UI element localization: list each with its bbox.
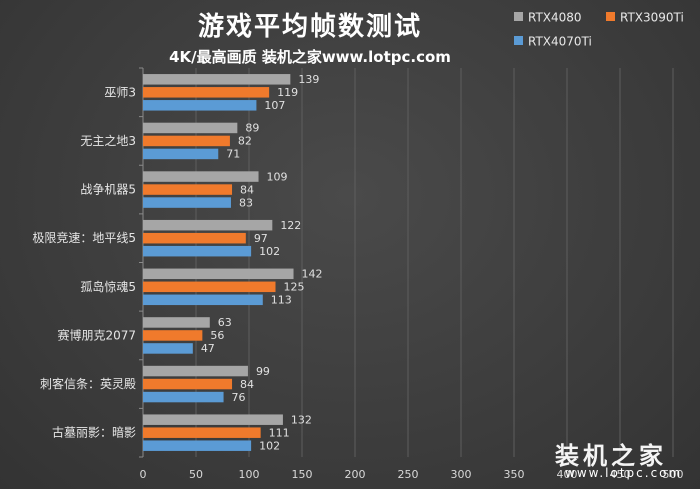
chart-legend: RTX4080 RTX3090Ti RTX4070Ti <box>510 10 700 60</box>
x-tick-label: 50 <box>189 468 203 481</box>
data-label: 76 <box>232 391 246 404</box>
bar-rtx4070ti <box>143 343 193 354</box>
bar-rtx3090ti <box>143 232 246 244</box>
x-tick-label: 250 <box>398 468 419 481</box>
bar-rtx4080 <box>143 317 210 328</box>
bar-rtx4070ti <box>143 100 257 111</box>
bar-rtx3090ti <box>143 184 233 195</box>
bar-rtx4080 <box>143 365 248 377</box>
data-label: 84 <box>240 183 254 196</box>
category-label: 无主之地3 <box>80 134 136 148</box>
data-label: 56 <box>210 329 224 342</box>
bar-rtx3090ti <box>143 378 233 390</box>
watermark-brand: 装机之家 <box>555 442 667 470</box>
chart-subtitle: 4K/最高画质 装机之家www.lotpc.com <box>169 48 451 66</box>
bar-rtx4070ti <box>143 148 219 160</box>
bar-rtx3090ti <box>143 330 203 341</box>
data-label: 113 <box>271 294 292 307</box>
bar-rtx3090ti <box>143 87 270 98</box>
x-tick-label: 350 <box>504 468 525 481</box>
data-label: 97 <box>254 232 268 245</box>
bar-rtx4070ti <box>143 245 252 257</box>
data-label: 139 <box>298 73 319 86</box>
x-tick-label: 150 <box>292 468 313 481</box>
data-label: 111 <box>269 426 290 439</box>
bar-rtx3090ti <box>143 135 230 147</box>
data-label: 102 <box>259 439 280 452</box>
watermark-url: www.lotpc.com <box>565 466 683 480</box>
data-label: 109 <box>267 170 288 183</box>
legend-label-rtx3090ti: RTX3090Ti <box>620 10 684 25</box>
data-label: 132 <box>291 413 312 426</box>
data-label: 99 <box>256 365 270 378</box>
data-label: 142 <box>302 268 323 281</box>
data-label: 125 <box>284 281 305 294</box>
bar-rtx4080 <box>143 171 259 182</box>
category-label: 战争机器5 <box>80 183 136 197</box>
bar-rtx4080 <box>143 122 238 134</box>
legend-item-rtx4080: RTX4080 <box>514 10 582 26</box>
x-tick-label: 200 <box>345 468 366 481</box>
bar-rtx4080 <box>143 219 273 231</box>
category-label: 古墓丽影：暗影 <box>52 425 136 440</box>
data-label: 83 <box>239 196 253 209</box>
x-tick-label: 450 <box>610 468 631 481</box>
category-label: 孤岛惊魂5 <box>80 279 136 294</box>
data-label: 82 <box>238 135 252 148</box>
category-label: 巫师3 <box>104 85 136 99</box>
data-label: 84 <box>240 378 254 391</box>
x-tick-label: 300 <box>451 468 472 481</box>
category-label: 极限竞速：地平线5 <box>32 231 136 245</box>
legend-swatch-rtx4070ti <box>514 36 523 45</box>
data-label: 63 <box>218 316 232 329</box>
legend-item-rtx3090ti: RTX3090Ti <box>606 10 684 26</box>
bar-rtx4070ti <box>143 391 224 403</box>
data-label: 71 <box>226 148 240 161</box>
legend-item-rtx4070ti: RTX4070Ti <box>514 34 592 50</box>
bar-rtx4080 <box>143 268 294 280</box>
bar-rtx4070ti <box>143 197 231 208</box>
data-label: 122 <box>280 219 301 232</box>
legend-swatch-rtx4080 <box>514 12 523 21</box>
chart-title: 游戏平均帧数测试 <box>197 12 422 42</box>
data-label: 102 <box>259 245 280 258</box>
x-tick-label: 0 <box>140 468 147 481</box>
category-label: 赛博朋克2077 <box>57 327 136 342</box>
bar-rtx4080 <box>143 74 291 85</box>
data-label: 47 <box>201 342 215 355</box>
bar-rtx4080 <box>143 414 283 425</box>
category-label: 刺客信条：英灵殿 <box>40 376 136 391</box>
legend-label-rtx4070ti: RTX4070Ti <box>528 34 592 49</box>
data-label: 119 <box>277 86 298 99</box>
data-label: 107 <box>264 99 285 112</box>
legend-label-rtx4080: RTX4080 <box>528 10 582 25</box>
bar-rtx4070ti <box>143 294 263 306</box>
bar-rtx3090ti <box>143 427 261 438</box>
bar-rtx3090ti <box>143 281 276 293</box>
data-label: 89 <box>245 122 259 135</box>
x-tick-label: 500 <box>663 468 684 481</box>
x-tick-label: 100 <box>239 468 260 481</box>
bar-rtx4070ti <box>143 440 252 451</box>
x-tick-label: 400 <box>557 468 578 481</box>
legend-swatch-rtx3090ti <box>606 12 615 21</box>
